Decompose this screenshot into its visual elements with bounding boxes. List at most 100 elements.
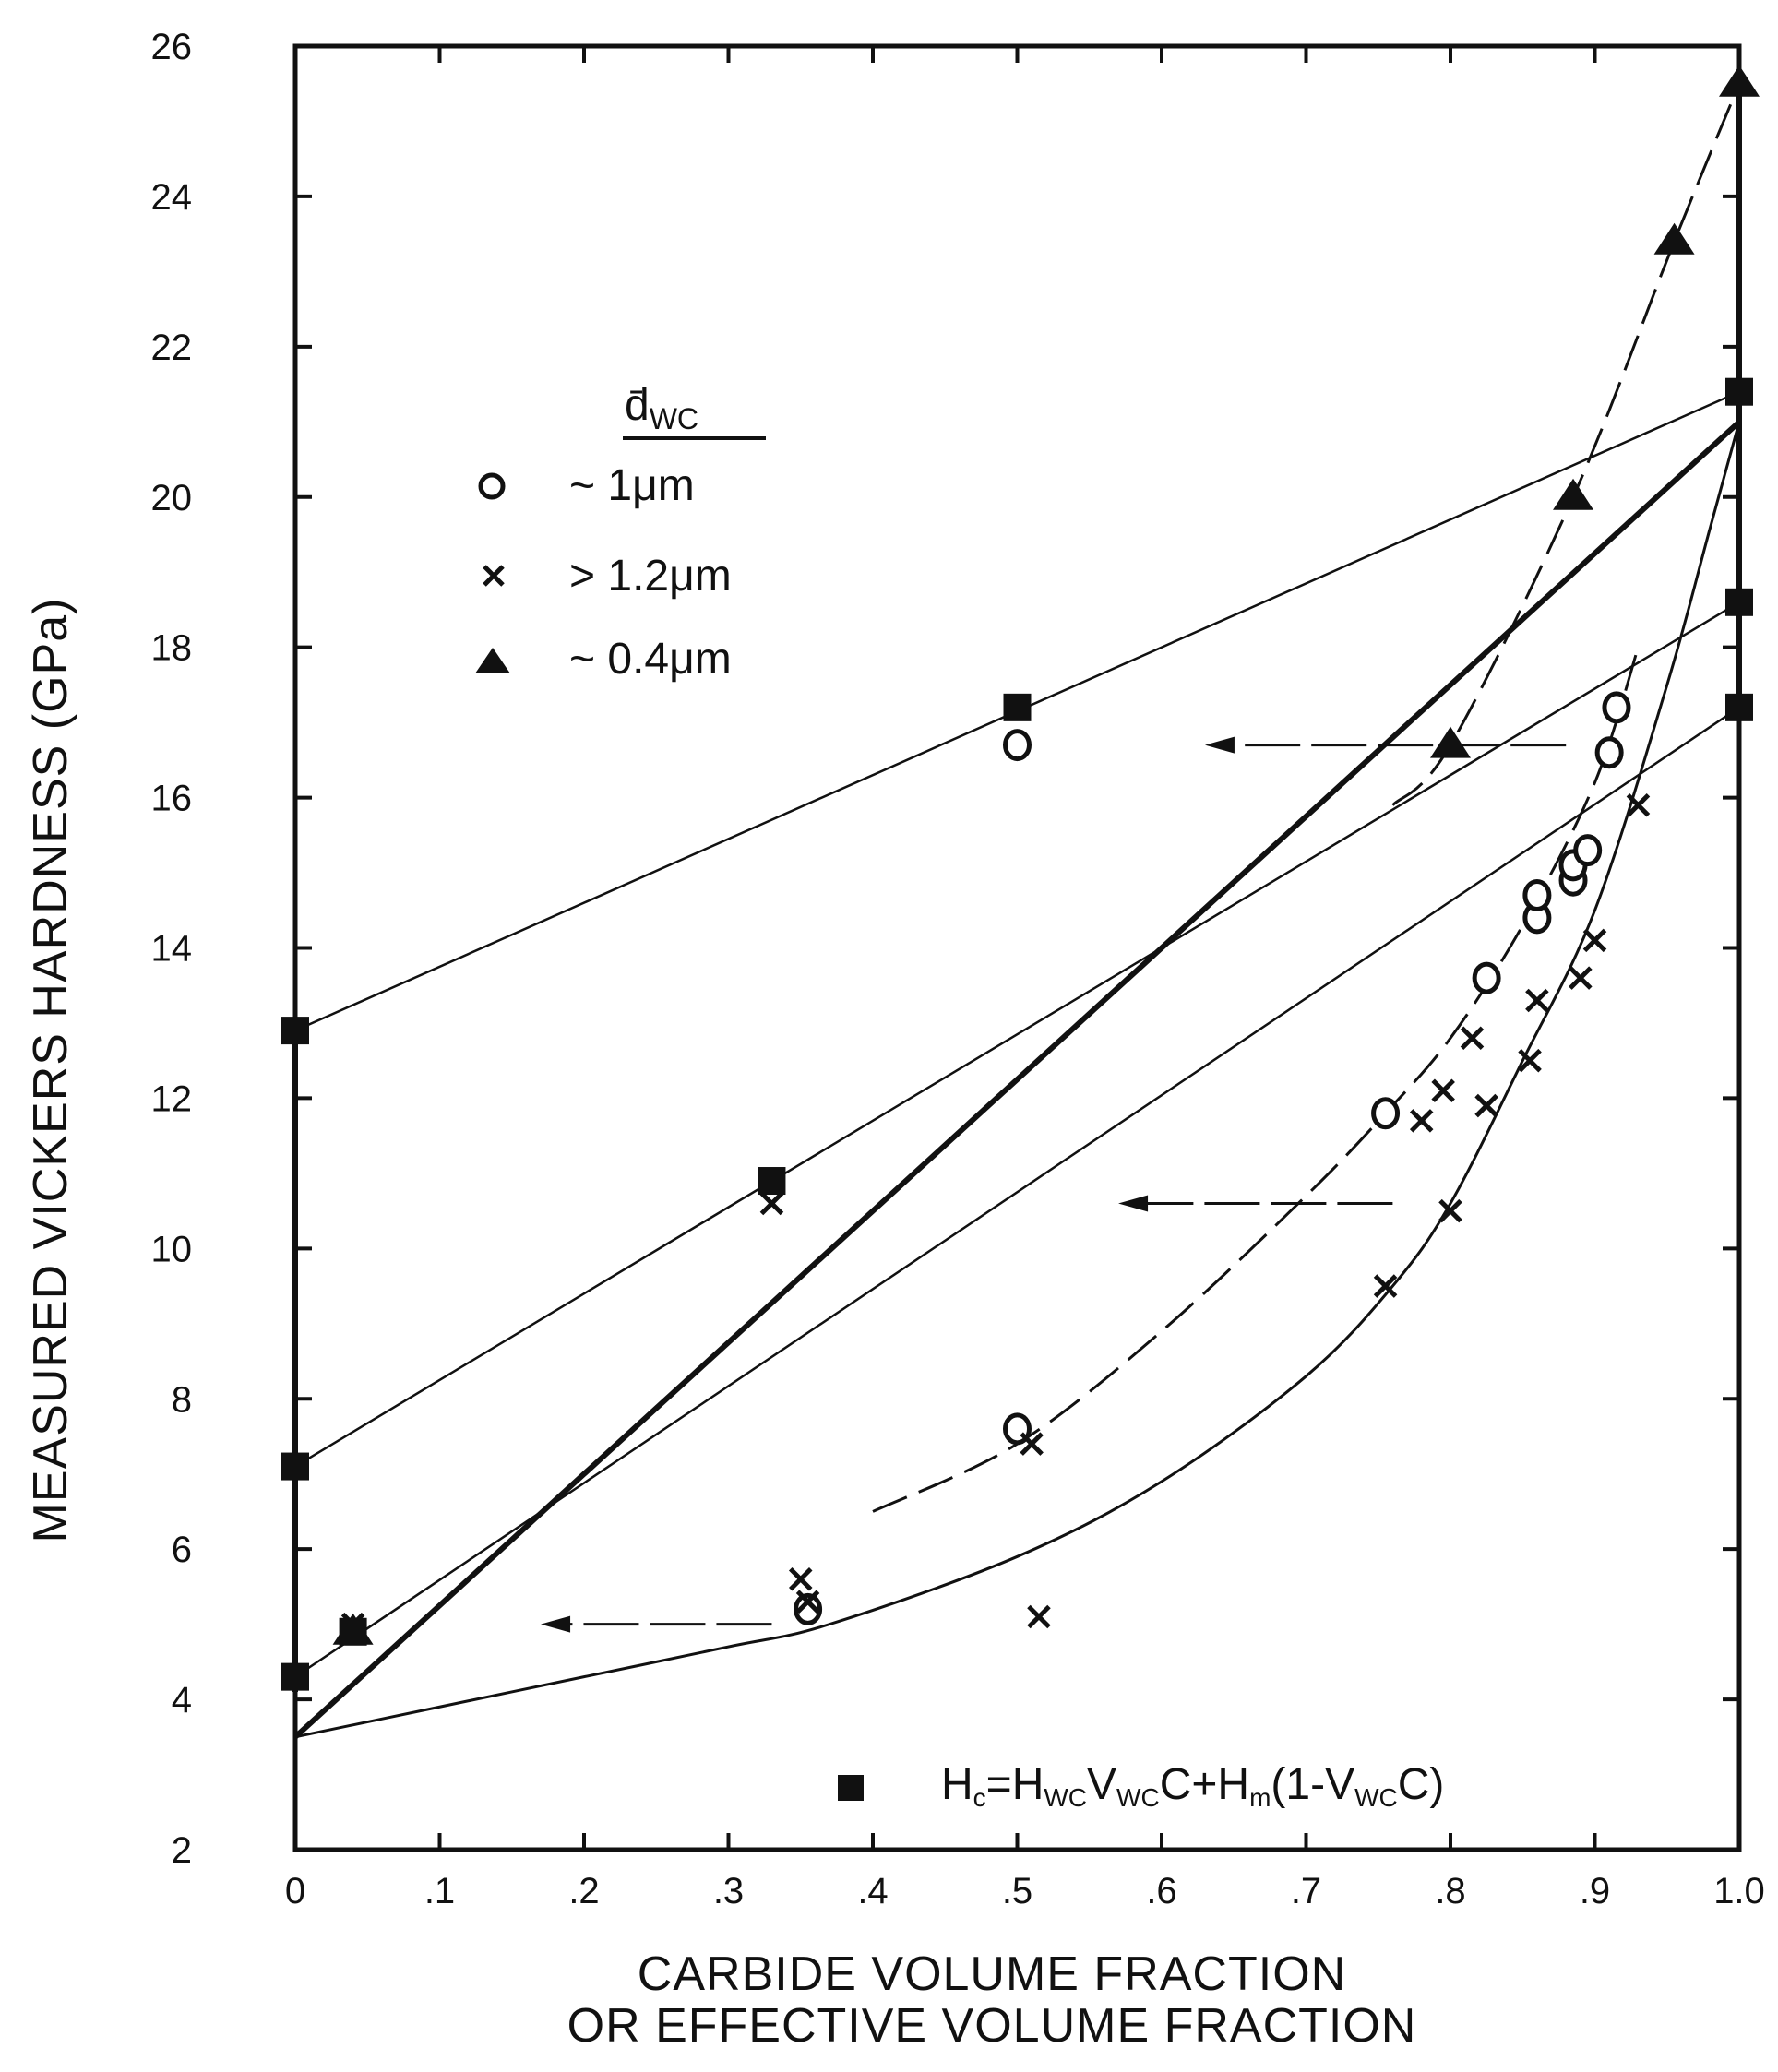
y-tick-label: 4 (172, 1680, 192, 1721)
x-tick-label: .7 (1291, 1871, 1321, 1911)
data-point-circle (1522, 878, 1552, 911)
data-point-triangle (1719, 65, 1760, 97)
x-axis-title-line2: OR EFFECTIVE VOLUME FRACTION (567, 1999, 1417, 2053)
y-tick-label: 22 (151, 327, 193, 368)
data-point-x (1582, 928, 1607, 953)
x-stroke (1569, 966, 1593, 990)
legend-title-d: d̄ (625, 381, 650, 430)
x-tick-label: .1 (424, 1871, 455, 1911)
legend-label-1: ~ 1μm (569, 461, 695, 510)
y-tick-label: 12 (151, 1078, 193, 1119)
arrow-head (541, 1615, 571, 1633)
data-point-square (281, 1017, 309, 1045)
data-point-x (1525, 988, 1549, 1013)
x-stroke (1431, 1078, 1455, 1103)
x-stroke (759, 1191, 784, 1216)
x-tick-label: 0 (285, 1871, 305, 1911)
legend: d̄WC ~ 1μm > 1.2μm ~ 0.4μm Hc=HWCVWCC+Hm… (475, 381, 1444, 1812)
x-stroke (1525, 988, 1549, 1013)
y-tick-label: 10 (151, 1229, 193, 1269)
x-stroke (1460, 1026, 1485, 1051)
x-tick-label: .4 (857, 1871, 888, 1911)
y-tick-label: 16 (151, 779, 193, 819)
data-point-circle (1573, 834, 1603, 867)
data-point-triangle (1430, 726, 1471, 758)
y-tick-label: 24 (151, 177, 193, 218)
data-point-square (281, 1662, 309, 1691)
data-point-square (339, 1617, 367, 1646)
x-stroke (1438, 1198, 1462, 1223)
legend-circle-marker (478, 472, 506, 500)
legend-title-sub: WC (650, 402, 698, 435)
data-point-circle (1594, 736, 1624, 769)
x-tick-label: .3 (713, 1871, 744, 1911)
x-stroke (1626, 792, 1651, 817)
legend-label-3: ~ 0.4μm (569, 635, 732, 684)
data-point-square (1725, 588, 1753, 616)
x-stroke (1020, 1432, 1044, 1456)
data-point-x (1460, 1026, 1485, 1051)
x-tick-label: 1.0 (1713, 1871, 1765, 1911)
data-point-x (1373, 1274, 1398, 1298)
data-point-x (788, 1566, 813, 1591)
x-tick-label: .6 (1146, 1871, 1176, 1911)
legend-square-marker (838, 1775, 864, 1801)
data-point-square (758, 1167, 786, 1196)
y-tick-label: 14 (151, 929, 193, 970)
legend-x-marker (483, 565, 505, 587)
data-point-square (1725, 377, 1753, 406)
y-tick-label: 26 (151, 27, 193, 67)
x-stroke (1518, 1048, 1542, 1073)
x-stroke (1027, 1604, 1051, 1629)
arrow-head (1204, 736, 1235, 754)
bold-line (292, 420, 1742, 1740)
experimental-curve (294, 421, 1741, 1739)
y-tick-label: 20 (151, 478, 193, 518)
y-tick-label: 8 (172, 1379, 192, 1420)
x-axis-ticks: 0 .1 .2 .3 .4 .5 .6 .7 .8 .9 1.0 (285, 46, 1765, 1911)
data-point-square (281, 1452, 309, 1481)
legend-title: d̄WC (625, 381, 698, 435)
data-point-x (759, 1191, 784, 1216)
x-tick-label: .8 (1435, 1871, 1465, 1911)
x-stroke (1409, 1109, 1434, 1133)
data-point-x (1027, 1604, 1051, 1629)
x-tick-label: .9 (1580, 1871, 1610, 1911)
y-tick-label: 6 (172, 1530, 192, 1570)
x-axis-title-line1: CARBIDE VOLUME FRACTION (638, 1947, 1346, 2001)
data-point-x (1626, 792, 1651, 817)
data-point-triangle (1553, 478, 1594, 510)
x-stroke (795, 1590, 820, 1614)
arrow-head (1118, 1195, 1149, 1212)
data-point-x (795, 1590, 820, 1614)
x-stroke (1582, 928, 1607, 953)
data-point-triangle (1653, 222, 1695, 255)
shift-arrows (541, 736, 1567, 1633)
x-tick-label: .2 (568, 1871, 599, 1911)
data-point-circle (1472, 961, 1501, 994)
data-point-square (1725, 693, 1753, 721)
data-point-circle (1371, 1097, 1401, 1130)
data-point-x (1409, 1109, 1434, 1133)
data-point-x (1431, 1078, 1455, 1103)
data-point-circle (1003, 729, 1032, 762)
x-stroke (788, 1566, 813, 1591)
legend-equation: Hc=HWCVWCC+Hm(1-VWCC) (941, 1760, 1444, 1812)
experimental-curve (872, 647, 1640, 1513)
data-point-x (1020, 1432, 1044, 1456)
data-points (281, 65, 1760, 1691)
x-tick-label: .5 (1002, 1871, 1032, 1911)
data-point-square (1003, 693, 1032, 721)
data-point-x (1569, 966, 1593, 990)
data-point-x (1518, 1048, 1542, 1073)
legend-label-2: > 1.2μm (569, 552, 732, 601)
y-tick-label: 18 (151, 628, 193, 669)
data-point-circle (1602, 691, 1631, 724)
data-point-x (1474, 1093, 1498, 1118)
y-tick-label: 2 (172, 1830, 192, 1871)
x-stroke (1474, 1093, 1498, 1118)
legend-triangle-marker (475, 648, 510, 673)
